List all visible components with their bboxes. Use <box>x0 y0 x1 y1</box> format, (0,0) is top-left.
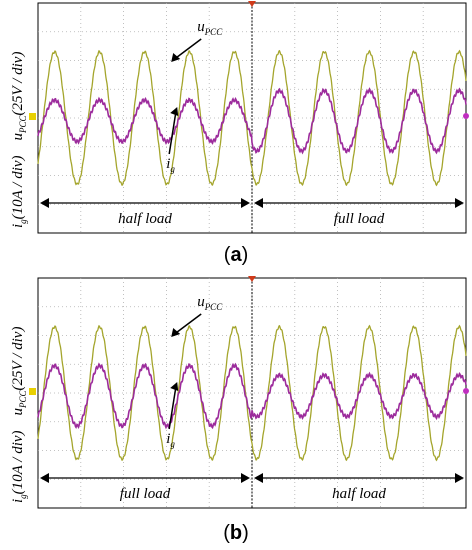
y-axis-label: ig(10A / div) uPCC(25V / div) <box>10 52 28 228</box>
channel-marker-right <box>463 113 469 119</box>
annotation-u-arrow <box>172 313 202 336</box>
annotation-u-pcc: uPCC <box>197 19 223 37</box>
arrow-head <box>455 198 464 208</box>
trigger-marker <box>248 276 256 282</box>
channel-marker-right <box>463 388 469 394</box>
region-arrows <box>40 473 464 483</box>
region-left-label: half load <box>118 211 172 227</box>
panel-label-a: (a) <box>223 244 249 266</box>
arrow-head <box>40 198 49 208</box>
panel-label-b: (b) <box>223 522 249 544</box>
series-u-pcc <box>37 324 467 462</box>
annotation-i-arrowhead <box>170 107 179 116</box>
arrow-head <box>254 473 263 483</box>
oscilloscope-plot-b: full load half load uPCC ig ig(10A / div) uP… <box>10 276 469 509</box>
annotation-i-g: ig <box>166 156 175 174</box>
annotation-u-arrow <box>172 38 202 61</box>
grid <box>38 278 466 508</box>
arrow-head <box>241 198 250 208</box>
annotation-i-arrow <box>168 109 177 155</box>
region-arrows <box>40 198 464 208</box>
arrow-head <box>254 198 263 208</box>
arrow-head <box>241 473 250 483</box>
annotation-u-arrowhead <box>171 53 181 62</box>
series-i-g <box>37 362 467 430</box>
series-i-g <box>37 87 467 155</box>
ground-marker <box>29 388 36 395</box>
panel-a: half load full load uPCC ig ig(10A / div) uP… <box>10 1 469 266</box>
series-u-pcc <box>37 49 467 187</box>
y-axis-label: ig(10A / div) uPCC(25V / div) <box>10 327 28 503</box>
panel-b: full load half load uPCC ig ig(10A / div) uP… <box>0 275 472 550</box>
arrow-head <box>40 473 49 483</box>
annotation-i-arrow <box>168 384 177 430</box>
annotation-u-arrowhead <box>171 328 181 337</box>
trigger-marker <box>248 1 256 7</box>
region-left-label: full load <box>120 486 171 502</box>
annotation-u-pcc: uPCC <box>197 294 223 312</box>
annotation-i-arrowhead <box>170 382 179 391</box>
arrow-head <box>455 473 464 483</box>
region-right-label: full load <box>334 211 385 227</box>
annotation-i-g: ig <box>166 431 175 449</box>
ground-marker <box>29 113 36 120</box>
oscilloscope-plot-a: half load full load uPCC ig ig(10A / div) uP… <box>10 1 469 234</box>
region-right-label: half load <box>332 486 386 502</box>
grid <box>38 3 466 233</box>
